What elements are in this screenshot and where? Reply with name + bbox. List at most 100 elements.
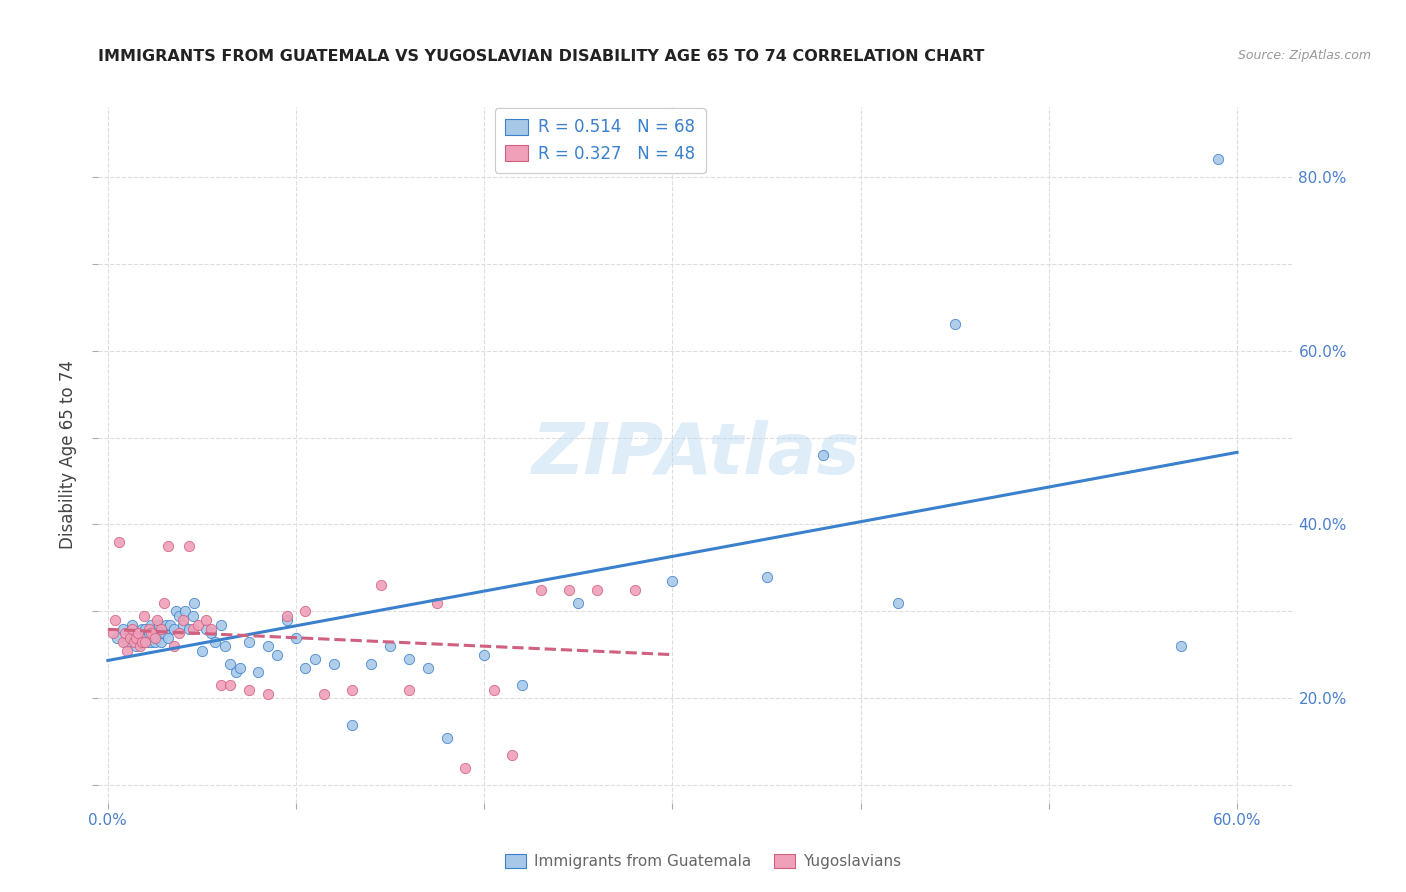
Legend: R = 0.514   N = 68, R = 0.327   N = 48: R = 0.514 N = 68, R = 0.327 N = 48 <box>495 109 706 173</box>
Point <box>247 665 270 680</box>
Point <box>163 622 186 636</box>
Point <box>165 605 187 619</box>
Point <box>111 622 134 636</box>
Point <box>342 717 364 731</box>
Point <box>623 582 645 597</box>
Point <box>416 661 439 675</box>
Point <box>436 731 458 745</box>
Point <box>143 622 166 636</box>
Point <box>187 617 209 632</box>
Point <box>194 613 217 627</box>
Point <box>256 639 278 653</box>
Point <box>115 643 138 657</box>
Point <box>122 635 145 649</box>
Point <box>285 631 308 645</box>
Text: Source: ZipAtlas.com: Source: ZipAtlas.com <box>1237 49 1371 62</box>
Point <box>111 635 134 649</box>
Point <box>155 617 177 632</box>
Point <box>209 617 232 632</box>
Point <box>360 657 382 671</box>
Point <box>943 318 966 332</box>
Point <box>398 682 420 697</box>
Point <box>294 661 316 675</box>
Point <box>120 626 142 640</box>
Point <box>755 570 778 584</box>
Point <box>238 635 260 649</box>
Point <box>108 534 131 549</box>
Point <box>181 608 204 623</box>
Point <box>1170 639 1192 653</box>
Point <box>378 639 401 653</box>
Point <box>149 622 172 636</box>
Point <box>115 635 138 649</box>
Point <box>149 635 172 649</box>
Point <box>134 622 156 636</box>
Point <box>157 539 180 553</box>
Point <box>342 682 364 697</box>
Point <box>191 643 214 657</box>
Point <box>125 631 148 645</box>
Point <box>143 635 166 649</box>
Point <box>139 626 162 640</box>
Point <box>145 631 167 645</box>
Point <box>194 622 217 636</box>
Point <box>105 631 128 645</box>
Point <box>172 617 194 632</box>
Point <box>177 539 200 553</box>
Point <box>294 605 316 619</box>
Point <box>104 613 127 627</box>
Point <box>501 747 523 762</box>
Point <box>398 652 420 666</box>
Point <box>219 678 242 692</box>
Point <box>177 622 200 636</box>
Point <box>139 635 162 649</box>
Point <box>322 657 344 671</box>
Point <box>228 661 250 675</box>
Point <box>276 608 298 623</box>
Point <box>1206 152 1229 166</box>
Point <box>811 448 834 462</box>
Point <box>134 631 156 645</box>
Point <box>426 596 449 610</box>
Point <box>138 622 160 636</box>
Point <box>567 596 589 610</box>
Point <box>103 626 125 640</box>
Point <box>143 631 166 645</box>
Point <box>370 578 392 592</box>
Point <box>125 639 148 653</box>
Point <box>530 582 553 597</box>
Point <box>132 608 155 623</box>
Point <box>209 678 232 692</box>
Point <box>200 622 222 636</box>
Text: ZIPAtlas: ZIPAtlas <box>531 420 860 490</box>
Point <box>138 626 160 640</box>
Point <box>181 622 204 636</box>
Point <box>219 657 242 671</box>
Point <box>169 608 191 623</box>
Point <box>304 652 326 666</box>
Point <box>510 678 533 692</box>
Point <box>558 582 581 597</box>
Point <box>887 596 910 610</box>
Point <box>225 665 247 680</box>
Point <box>204 635 226 649</box>
Point <box>169 626 191 640</box>
Point <box>314 687 336 701</box>
Point <box>256 687 278 701</box>
Point <box>139 617 162 632</box>
Point <box>159 617 181 632</box>
Point <box>114 626 136 640</box>
Point <box>482 682 505 697</box>
Point <box>152 626 174 640</box>
Point <box>214 639 236 653</box>
Point <box>142 626 165 640</box>
Point <box>172 613 194 627</box>
Point <box>586 582 609 597</box>
Point <box>266 648 288 662</box>
Point <box>145 613 167 627</box>
Point <box>128 639 150 653</box>
Point <box>131 635 153 649</box>
Point <box>238 682 260 697</box>
Point <box>127 626 149 640</box>
Point <box>157 631 180 645</box>
